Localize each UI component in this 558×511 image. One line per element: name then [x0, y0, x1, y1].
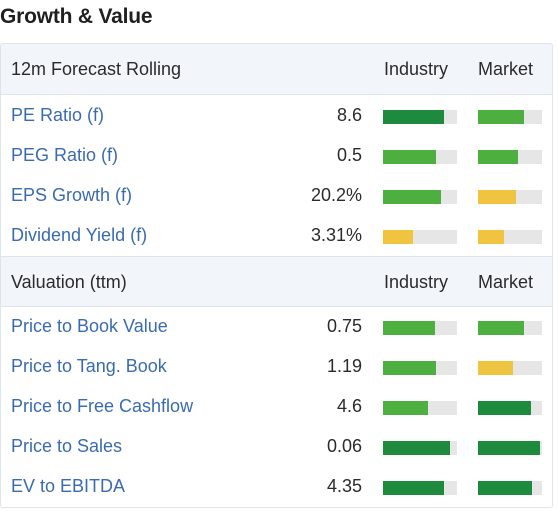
market-score-fill — [478, 230, 505, 244]
forecast-market-col: Market — [478, 59, 534, 79]
metric-link[interactable]: Price to Sales — [11, 436, 123, 456]
metric-row: PE Ratio (f) 8.6 — [1, 96, 552, 136]
metric-row: PEG Ratio (f) 0.5 — [1, 136, 552, 176]
growth-value-panel: 12m Forecast Rolling Industry Market PE … — [0, 43, 553, 508]
industry-score-fill — [383, 321, 435, 335]
forecast-rows: PE Ratio (f) 8.6 PEG Ratio (f) 0.5 EPS Growt… — [1, 95, 552, 256]
metric-value: 0.06 — [326, 436, 362, 456]
valuation-rows: Price to Book Value 0.75 Price to Tang. Bo… — [1, 307, 552, 507]
metric-value: 3.31% — [310, 225, 362, 245]
market-score-fill — [478, 321, 525, 335]
market-score-fill — [478, 441, 541, 455]
industry-score-fill — [383, 441, 450, 455]
market-score-fill — [478, 150, 519, 164]
valuation-header: Valuation (ttm) Industry Market — [1, 256, 552, 307]
industry-score-bar — [383, 110, 457, 124]
metric-row: Price to Sales 0.06 — [1, 427, 552, 467]
market-score-fill — [478, 110, 525, 124]
industry-score-fill — [383, 110, 444, 124]
metric-value: 0.5 — [336, 145, 362, 165]
industry-score-bar — [383, 230, 457, 244]
metric-link[interactable]: EV to EBITDA — [11, 476, 126, 496]
industry-score-bar — [383, 321, 457, 335]
metric-row: EPS Growth (f) 20.2% — [1, 176, 552, 216]
industry-score-bar — [383, 150, 457, 164]
market-score-fill — [478, 481, 533, 495]
widget-title: Growth & Value — [0, 5, 153, 28]
industry-score-fill — [383, 481, 444, 495]
metric-row: Price to Tang. Book 1.19 — [1, 347, 552, 387]
metric-link[interactable]: Price to Tang. Book — [11, 356, 167, 376]
market-score-bar — [478, 401, 542, 415]
metric-value: 4.6 — [336, 396, 362, 416]
metric-link[interactable]: Price to Free Cashflow — [11, 396, 194, 416]
market-score-bar — [478, 190, 542, 204]
industry-score-fill — [383, 150, 437, 164]
metric-link[interactable]: PE Ratio (f) — [11, 105, 105, 125]
forecast-industry-col: Industry — [384, 59, 449, 79]
industry-score-bar — [383, 441, 457, 455]
industry-score-bar — [383, 361, 457, 375]
market-score-bar — [478, 110, 542, 124]
valuation-header-label: Valuation (ttm) — [11, 272, 127, 292]
market-score-fill — [478, 190, 517, 204]
metric-link[interactable]: Price to Book Value — [11, 316, 168, 336]
forecast-header: 12m Forecast Rolling Industry Market — [1, 44, 552, 95]
industry-score-fill — [383, 401, 429, 415]
industry-score-fill — [383, 361, 436, 375]
market-score-bar — [478, 321, 542, 335]
metric-value: 20.2% — [310, 185, 362, 205]
metric-value: 1.19 — [326, 356, 362, 376]
metric-row: Price to Free Cashflow 4.6 — [1, 387, 552, 427]
industry-score-bar — [383, 481, 457, 495]
market-score-bar — [478, 481, 542, 495]
metric-row: Dividend Yield (f) 3.31% — [1, 216, 552, 256]
industry-score-fill — [383, 190, 441, 204]
industry-score-bar — [383, 401, 457, 415]
market-score-bar — [478, 230, 542, 244]
valuation-market-col: Market — [478, 272, 534, 292]
metric-row: Price to Book Value 0.75 — [1, 307, 552, 347]
valuation-industry-col: Industry — [384, 272, 449, 292]
metric-value: 4.35 — [326, 476, 362, 496]
industry-score-bar — [383, 190, 457, 204]
industry-score-fill — [383, 230, 413, 244]
market-score-bar — [478, 441, 542, 455]
forecast-header-label: 12m Forecast Rolling — [11, 59, 182, 79]
market-score-fill — [478, 401, 532, 415]
metric-link[interactable]: PEG Ratio (f) — [11, 145, 119, 165]
market-score-bar — [478, 361, 542, 375]
metric-value: 0.75 — [326, 316, 362, 336]
metric-value: 8.6 — [336, 105, 362, 125]
metric-link[interactable]: EPS Growth (f) — [11, 185, 133, 205]
metric-link[interactable]: Dividend Yield (f) — [11, 225, 148, 245]
market-score-fill — [478, 361, 514, 375]
market-score-bar — [478, 150, 542, 164]
metric-row: EV to EBITDA 4.35 — [1, 467, 552, 507]
